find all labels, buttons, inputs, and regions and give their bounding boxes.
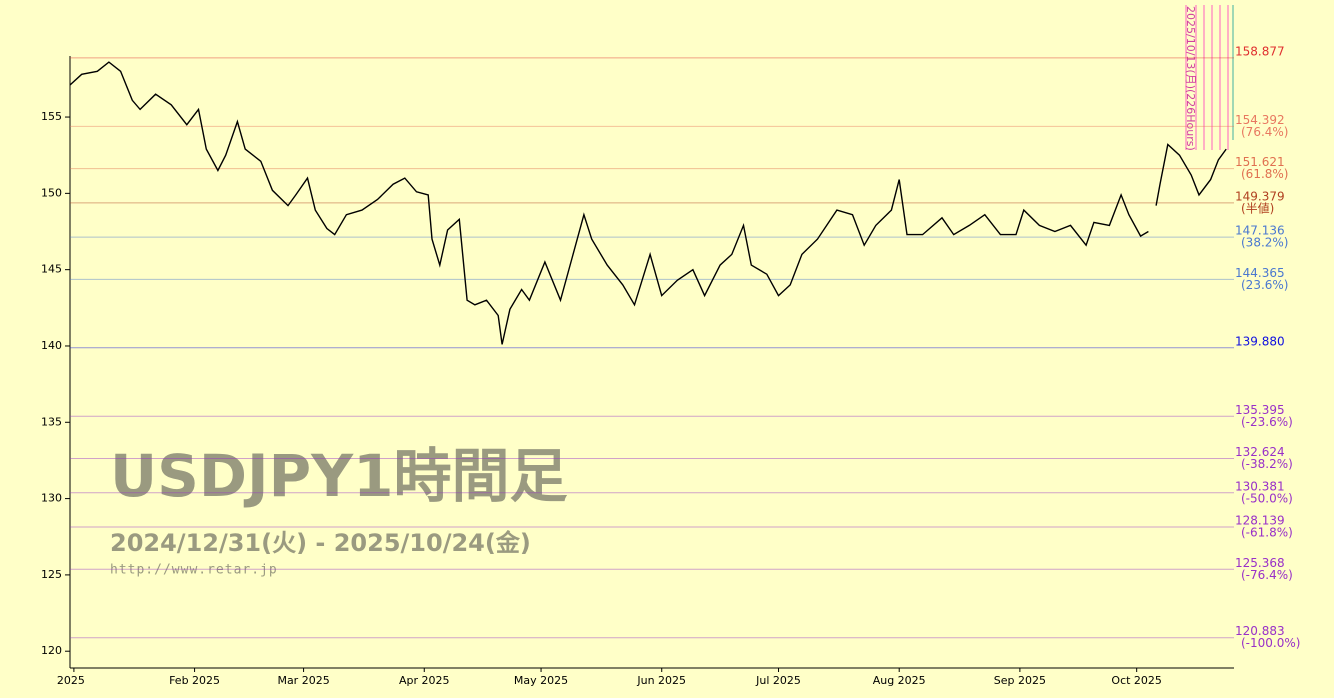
level-ratio: (23.6%) [1241,278,1288,292]
level-label: 135.395 [1235,403,1285,417]
y-tick-label: 130 [41,492,62,505]
y-tick-label: 140 [41,339,62,352]
event-label: 2025/10/13(月)(226Hours) [1184,6,1197,151]
x-tick-label: 2025 [57,674,85,687]
y-tick-label: 135 [41,415,62,428]
level-label: 128.139 [1235,513,1285,527]
level-ratio: (-50.0%) [1241,491,1293,505]
level-label: 125.368 [1235,556,1285,570]
level-ratio: (61.8%) [1241,167,1288,181]
x-tick-label: Feb 2025 [169,674,220,687]
x-tick-label: Apr 2025 [399,674,450,687]
x-tick-label: Jun 2025 [636,674,686,687]
y-tick-label: 155 [41,110,62,123]
x-tick-label: Oct 2025 [1111,674,1162,687]
y-tick-label: 145 [41,263,62,276]
level-ratio: (-100.0%) [1241,636,1300,650]
x-tick-label: May 2025 [514,674,568,687]
level-ratio: (-76.4%) [1241,568,1293,582]
event-markers [1185,5,1234,150]
level-label: 139.880 [1235,334,1285,348]
level-label: 154.392 [1235,113,1285,127]
x-tick-label: Mar 2025 [277,674,329,687]
level-label: 130.381 [1235,479,1285,493]
level-ratio: (-61.8%) [1241,525,1293,539]
y-tick-label: 120 [41,644,62,657]
y-tick-label: 150 [41,186,62,199]
level-ratio: (38.2%) [1241,236,1288,250]
x-tick-label: Sep 2025 [994,674,1046,687]
watermark-title: USDJPY1時間足 [110,442,567,510]
level-label: 158.877 [1235,44,1285,58]
level-ratio: (半値) [1241,200,1274,215]
price-line [69,61,1227,345]
level-label: 144.365 [1235,266,1285,280]
level-ratio: (76.4%) [1241,125,1288,139]
level-ratio: (-38.2%) [1241,457,1293,471]
watermark-url: http://www.retar.jp [110,563,278,578]
level-label: 120.883 [1235,624,1285,638]
y-tick-label: 125 [41,568,62,581]
level-label: 132.624 [1235,445,1285,459]
level-label: 149.379 [1235,189,1285,203]
level-label: 147.136 [1235,224,1285,238]
watermark-period: 2024/12/31(火) - 2025/10/24(金) [110,529,531,557]
x-tick-label: Aug 2025 [873,674,926,687]
level-ratio: (-23.6%) [1241,415,1293,429]
x-tick-label: Jul 2025 [755,674,801,687]
level-label: 151.621 [1235,155,1285,169]
